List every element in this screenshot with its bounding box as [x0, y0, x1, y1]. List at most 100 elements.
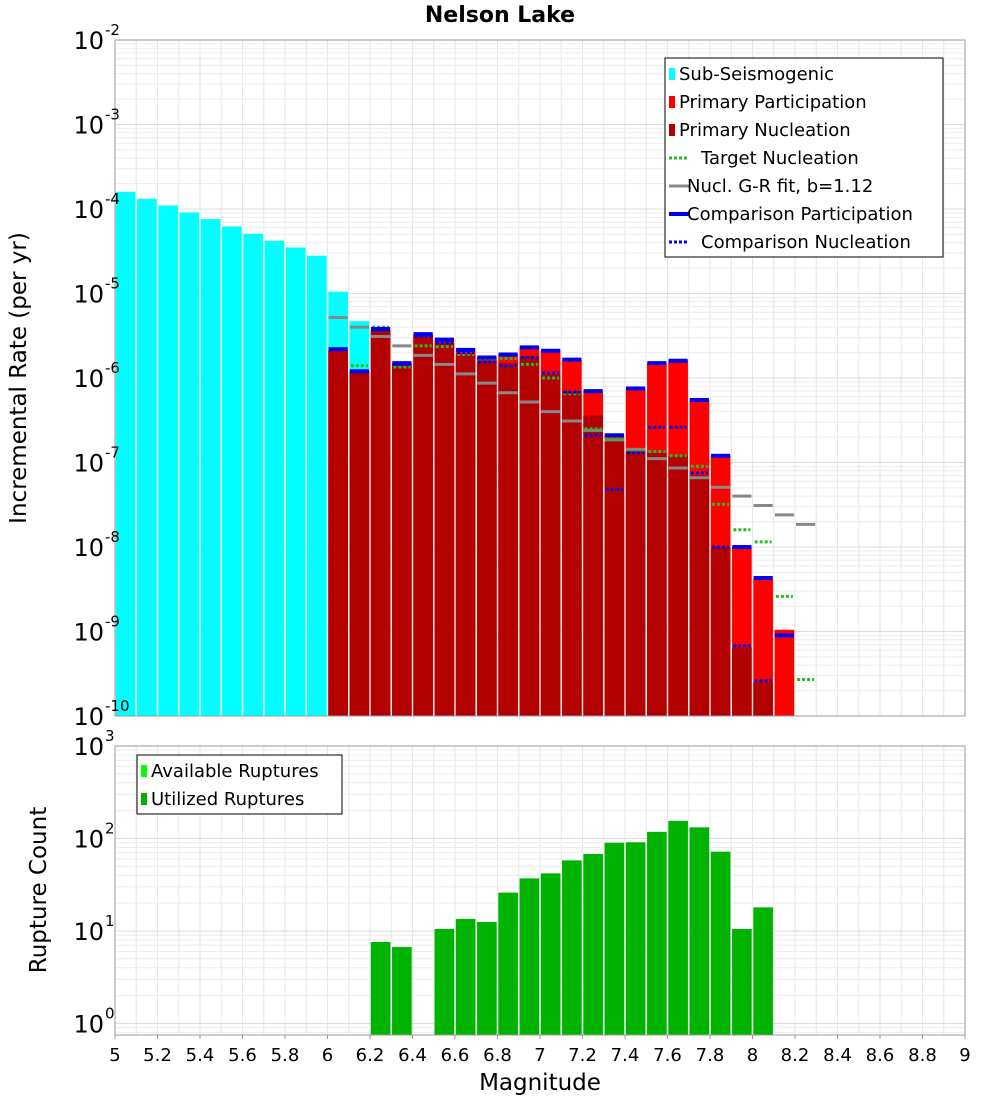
bar-utilized-ruptures	[583, 853, 603, 1035]
bar-primary-nucleation	[413, 335, 433, 716]
bar-primary-nucleation	[349, 371, 370, 716]
x-tick-label: 5.8	[271, 1045, 300, 1066]
bar-primary-nucleation	[668, 455, 688, 716]
bar-primary-nucleation	[392, 363, 412, 716]
x-tick-label: 7.6	[653, 1045, 682, 1066]
x-tick-label: 8.8	[908, 1045, 937, 1066]
bar-primary-nucleation	[583, 415, 603, 716]
bar-sub-seismogenic	[243, 233, 263, 716]
bar-sub-seismogenic	[264, 240, 285, 716]
bar-utilized-ruptures	[562, 860, 582, 1035]
y-tick-label: 10	[73, 196, 104, 224]
bar-sub-seismogenic	[115, 191, 136, 717]
bar-primary-nucleation	[477, 360, 497, 716]
legend-label-nucl-g-r-fit-b-1-12: Nucl. G-R fit, b=1.12	[687, 176, 873, 197]
legend-label-primary-participation: Primary Participation	[679, 92, 867, 113]
bar-primary-nucleation	[647, 452, 667, 716]
bar-primary-nucleation	[434, 342, 455, 716]
bar-sub-seismogenic	[179, 212, 200, 716]
legend-label-comparison-nucleation: Comparison Nucleation	[701, 232, 911, 253]
y-tick-exponent: -8	[105, 528, 120, 546]
bar-primary-participation	[753, 578, 773, 716]
bar-primary-nucleation	[710, 547, 731, 716]
y-tick-exponent: -6	[105, 359, 120, 377]
bar-utilized-ruptures	[668, 820, 688, 1035]
rate-marks	[115, 191, 816, 717]
x-tick-label: 7	[534, 1045, 545, 1066]
legend-swatch-sub-seismogenic	[669, 68, 675, 80]
y-tick-exponent: -9	[105, 613, 120, 631]
count-gridlines	[114, 745, 966, 1035]
bar-sub-seismogenic	[200, 219, 221, 716]
legend-box	[136, 754, 343, 815]
y-tick-exponent: 2	[105, 819, 115, 837]
bar-utilized-ruptures	[689, 827, 710, 1035]
y-tick-label: 10	[73, 534, 104, 562]
bar-sub-seismogenic	[158, 205, 178, 716]
bar-primary-nucleation	[689, 475, 710, 716]
x-tick-label: 5.2	[143, 1045, 172, 1066]
bar-utilized-ruptures	[455, 918, 476, 1035]
y-tick-exponent: -7	[105, 444, 120, 462]
bar-primary-nucleation	[753, 682, 773, 716]
legend-box	[664, 57, 944, 258]
x-tick-label: 5.6	[228, 1045, 257, 1066]
bar-utilized-ruptures	[498, 892, 518, 1035]
legend-swatch-primary-participation	[669, 96, 675, 108]
x-tick-label: 7.8	[696, 1045, 725, 1066]
count-y-axis-title: Rupture Count	[26, 807, 52, 973]
y-tick-exponent: 3	[105, 727, 115, 745]
bar-sub-seismogenic	[137, 198, 157, 716]
x-tick-label: 8	[747, 1045, 758, 1066]
bar-utilized-ruptures	[753, 907, 773, 1035]
y-tick-label: 10	[73, 918, 104, 946]
x-tick-label: 6.6	[441, 1045, 470, 1066]
bar-primary-nucleation	[498, 363, 518, 716]
rate-plot-frame	[114, 39, 966, 717]
bar-sub-seismogenic	[285, 247, 306, 716]
y-tick-label: 10	[73, 281, 104, 309]
y-tick-label: 10	[73, 112, 104, 140]
legend-label-primary-nucleation: Primary Nucleation	[679, 120, 851, 141]
y-tick-exponent: -4	[105, 190, 120, 208]
bar-utilized-ruptures	[370, 941, 391, 1035]
x-axis-ticks: 5 5.2 5.4 5.6 5.8 6 6.2 6.4 6.6 6.8 7 7.2 7.4 7.6 7.8 8…	[109, 1035, 971, 1066]
y-tick-label: 10	[73, 450, 104, 478]
y-tick-label: 10	[73, 365, 104, 393]
rate-y-ticks: 10-210-310-410-510-610-710-810-910-10	[73, 21, 129, 731]
y-tick-label: 10	[73, 1010, 104, 1038]
rate-y-axis-title: Incremental Rate (per yr)	[6, 232, 32, 524]
bar-primary-nucleation	[328, 350, 348, 716]
legend-swatch-primary-nucleation	[669, 124, 675, 136]
rate-legend: Sub-Seismogenic Primary Participation Prim…	[664, 57, 944, 258]
y-tick-label: 10	[73, 27, 104, 55]
bar-primary-nucleation	[732, 647, 752, 716]
x-tick-label: 6	[322, 1045, 333, 1066]
x-tick-label: 5	[109, 1045, 120, 1066]
x-tick-label: 6.8	[483, 1045, 512, 1066]
x-tick-label: 5.4	[186, 1045, 215, 1066]
y-tick-label: 10	[73, 733, 104, 761]
bar-sub-seismogenic	[307, 255, 327, 716]
bar-primary-participation	[774, 629, 795, 716]
x-tick-label: 8.4	[823, 1045, 852, 1066]
y-tick-exponent: -5	[105, 275, 120, 293]
y-tick-exponent: -2	[105, 21, 120, 39]
bar-primary-nucleation	[455, 354, 476, 716]
bar-primary-nucleation	[604, 440, 625, 716]
y-tick-label: 10	[73, 619, 104, 647]
x-tick-label: 8.6	[866, 1045, 895, 1066]
x-tick-label: 6.4	[398, 1045, 427, 1066]
y-tick-label: 10	[73, 825, 104, 853]
bar-utilized-ruptures	[392, 947, 412, 1035]
bar-utilized-ruptures	[625, 842, 646, 1035]
y-tick-exponent: -3	[105, 106, 120, 124]
x-tick-label: 7.4	[611, 1045, 640, 1066]
bar-primary-nucleation	[370, 330, 391, 716]
legend-label-sub-seismogenic: Sub-Seismogenic	[679, 64, 834, 85]
y-tick-exponent: 1	[105, 912, 115, 930]
bar-utilized-ruptures	[519, 878, 540, 1035]
legend-label-target-nucleation: Target Nucleation	[700, 148, 859, 169]
